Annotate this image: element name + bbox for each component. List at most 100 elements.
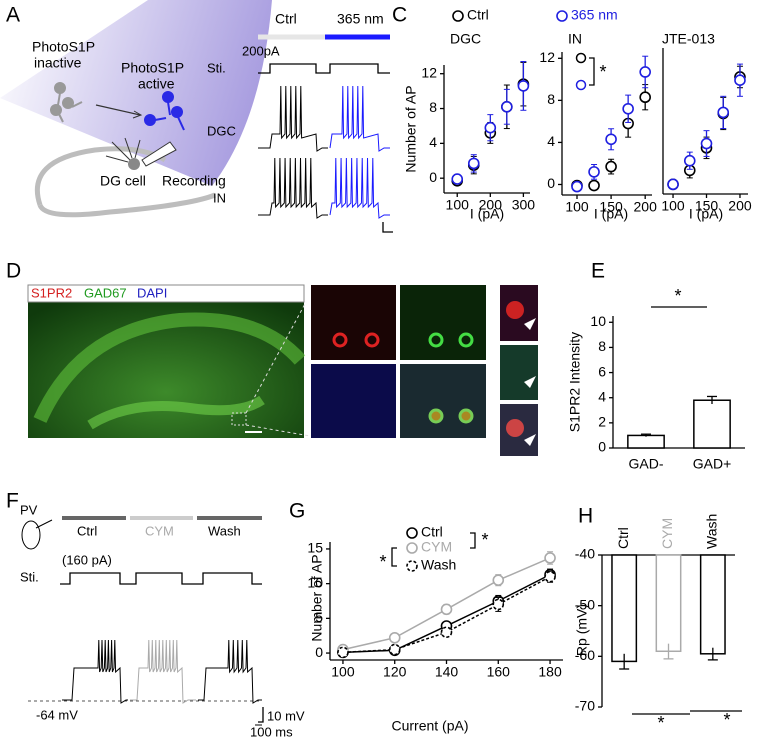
marker <box>484 121 497 134</box>
label: DG cell <box>100 173 146 189</box>
y-tick-label: 15 <box>307 540 323 556</box>
x-tick-label: 150 <box>695 198 719 214</box>
y-tick-label: 4 <box>547 133 555 149</box>
cell-body <box>128 158 140 170</box>
stim-label: Sti. <box>207 60 226 75</box>
legend-label: Wash <box>421 557 456 573</box>
marker <box>388 643 401 656</box>
legend-marker <box>406 527 418 539</box>
scale-label: 100 ms <box>250 724 293 739</box>
image-texture <box>332 332 348 348</box>
category-label: CYM <box>659 518 675 549</box>
current-label: 200pA <box>242 43 280 58</box>
marker <box>605 133 617 146</box>
y-tick-label: 8 <box>598 338 606 354</box>
image-texture <box>506 301 524 319</box>
voltage-trace <box>258 157 328 219</box>
legend-marker <box>406 542 418 554</box>
y-axis-label: S1PR2 Intensity <box>567 332 583 432</box>
y-tick-label: 4 <box>598 388 606 404</box>
panel-letter: C <box>392 4 407 27</box>
image-texture <box>506 419 524 437</box>
y-axis-label: Rp (mV) <box>574 604 590 656</box>
marker <box>501 100 513 113</box>
panel-c-extras <box>575 52 595 91</box>
legend-marker <box>452 10 464 22</box>
significance-star: * <box>723 710 730 730</box>
marker <box>588 179 600 192</box>
condition-label: Wash <box>208 523 241 538</box>
category-label: Wash <box>704 514 720 549</box>
x-tick-label: 100 <box>661 198 685 214</box>
significance-star: * <box>481 530 488 550</box>
voltage-trace <box>258 85 328 152</box>
stain-label: S1PR2 <box>31 285 72 300</box>
electrode <box>35 519 53 529</box>
marker <box>440 603 453 616</box>
voltage-trace <box>130 639 196 704</box>
significance-star: * <box>599 62 606 82</box>
marker <box>492 574 505 586</box>
panel-b: Ctrl 365 nm 200pA Sti. DGC IN <box>207 11 393 233</box>
dg-outline <box>34 146 167 206</box>
row-label: DGC <box>207 123 236 138</box>
x-tick-label: 300 <box>512 197 536 213</box>
x-axis-label: Current (pA) <box>391 718 468 734</box>
category-label: GAD- <box>629 456 664 472</box>
y-tick-label: -70 <box>575 698 595 714</box>
category-label: GAD+ <box>693 456 732 472</box>
marker <box>337 646 349 659</box>
y-tick-label: 8 <box>547 91 555 107</box>
marker <box>544 570 556 583</box>
image-texture <box>428 332 444 348</box>
marker <box>639 66 651 78</box>
inset-line <box>245 424 311 437</box>
panel-d-images: S1PR2 GAD67 DAPI <box>27 284 538 456</box>
condition-label: Ctrl <box>77 523 97 538</box>
y-tick-label: 12 <box>421 64 437 80</box>
key-marker <box>575 52 587 64</box>
bar <box>693 399 731 449</box>
panel-letter: G <box>289 500 305 523</box>
x-tick-label: 200 <box>479 197 503 213</box>
y-tick-label: 10 <box>307 574 323 590</box>
image <box>500 345 538 400</box>
arrowheads <box>524 318 536 446</box>
image <box>400 364 486 438</box>
y-axis-label: Number of AP <box>403 85 419 172</box>
dg-outline <box>37 192 216 218</box>
sig-bracket <box>589 57 595 86</box>
image <box>311 364 396 438</box>
legend-label: Ctrl <box>421 524 443 540</box>
label: Recording <box>162 173 226 189</box>
marker <box>388 631 401 644</box>
panel-a-diagram: PhotoS1P inactive PhotoS1P active DG cel… <box>0 0 272 218</box>
y-tick-label: 10 <box>590 313 606 329</box>
label: inactive <box>34 55 82 71</box>
legend-marker <box>556 10 568 22</box>
label: PhotoS1P <box>32 39 95 55</box>
arrow-head <box>132 110 143 119</box>
legend-label: CYM <box>421 539 452 555</box>
voltage-trace <box>198 639 262 704</box>
x-tick-label: 100 <box>331 664 355 680</box>
scale-label: 10 mV <box>267 708 305 723</box>
y-tick-label: 0 <box>598 439 606 455</box>
image-texture <box>458 332 474 348</box>
image <box>28 285 304 438</box>
y-tick-label: 4 <box>429 134 437 150</box>
image-texture <box>87 395 265 430</box>
stain-label: DAPI <box>137 285 167 300</box>
panel-letter: D <box>6 260 21 283</box>
y-tick-label: 2 <box>598 414 606 430</box>
y-tick-label: -60 <box>575 647 595 663</box>
x-tick-label: 160 <box>487 664 511 680</box>
marker <box>622 102 634 115</box>
image-texture <box>428 408 444 424</box>
image-texture <box>364 332 380 348</box>
sig-bracket <box>391 547 397 567</box>
bar <box>699 554 726 655</box>
inset-box <box>231 412 247 426</box>
cell-icon <box>21 520 41 550</box>
